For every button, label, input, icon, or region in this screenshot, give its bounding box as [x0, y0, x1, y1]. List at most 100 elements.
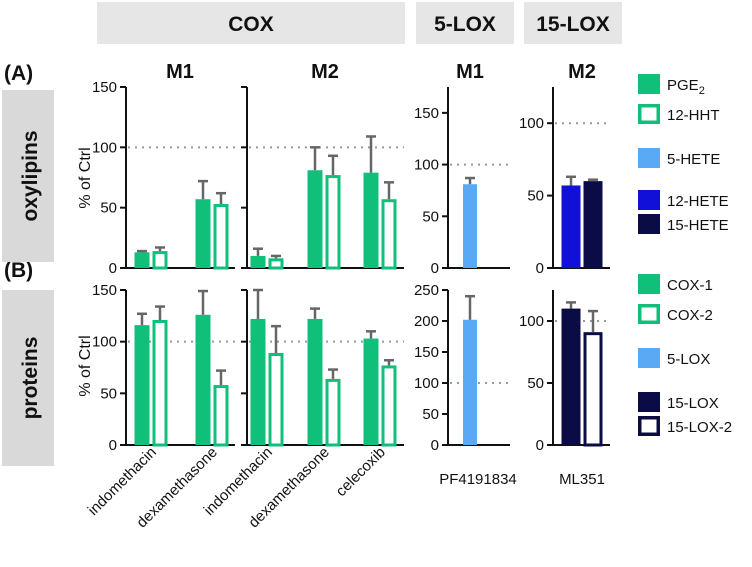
legend-swatch: [638, 214, 660, 234]
lox5-header-box: [416, 2, 514, 44]
legend-label: 15-HETE: [667, 217, 729, 234]
bar-b_cox_m1-indomethacin-COX-2: [152, 319, 168, 447]
bar-b_cox_m2-dexamethasone-COX-2: [325, 378, 341, 447]
y-tick-label: 200: [414, 313, 439, 330]
bar-a_cox_m1-dexamethasone-PGE2: [195, 199, 211, 268]
legend-item-oxylipins-3: 12-HETE: [638, 190, 729, 210]
bar-a_cox_m1-indomethacin-PGE2: [134, 252, 150, 268]
legend-item-proteins-4: 15-LOX-2: [638, 416, 732, 436]
panel-a_lox5: 0 50 100 150 M1: [414, 61, 510, 277]
panel-title: M1: [166, 61, 194, 83]
bar-a_lox15-ML351-15-HETE: [583, 181, 603, 268]
bar-a_cox_m1-dexamethasone-12-HHT: [213, 204, 229, 270]
chart-panels: 0 50 100 150 M1 M2 0 50 100 150 M1 0 50 100 M2 0 50 100 15…: [92, 61, 610, 454]
y-tick-label: 50: [422, 406, 439, 423]
y-tick-label: 50: [527, 188, 544, 205]
y-tick-label: 50: [422, 208, 439, 225]
legend-swatch: [638, 190, 660, 210]
bar-a_cox_m2-dexamethasone-PGE2: [307, 170, 323, 268]
legend-label: 12-HETE: [667, 193, 729, 210]
legend-item-proteins-3: 15-LOX: [638, 392, 719, 412]
panel-a_lox15: 0 50 100 M2: [519, 61, 610, 277]
panel-title: M2: [311, 61, 339, 83]
y-tick-label: 100: [92, 139, 117, 156]
legend-swatch: [638, 416, 660, 436]
panel-a_cox_m1: 0 50 100 150 M1: [92, 61, 235, 277]
panel-title: M1: [456, 61, 484, 83]
bar-a_cox_m2-indomethacin-12-HHT: [268, 258, 284, 270]
legend-swatch: [638, 74, 660, 94]
section-b-label: (B): [4, 259, 33, 282]
legend-swatch: [638, 348, 660, 368]
legend-label: COX-2: [667, 307, 713, 324]
lox5-header: 5-LOX: [434, 13, 496, 36]
legend-item-proteins-1: COX-2: [638, 304, 713, 324]
bar-a_lox15-ML351-12-HETE: [561, 185, 581, 268]
section-a-label: (A): [4, 62, 33, 85]
x-label-pf4191834: PF4191834: [439, 471, 517, 488]
y-axis-label-a: % of Ctrl: [77, 147, 94, 208]
bar-b_cox_m2-indomethacin-COX-2: [268, 353, 284, 447]
legend-label: 15-LOX-2: [667, 419, 732, 436]
legend-label: PGE2: [667, 77, 705, 97]
legend-label: 12-HHT: [667, 107, 720, 124]
panel-b_lox5: 0 50 100 150 200 250: [414, 282, 510, 454]
oxylipins-side-box: [2, 90, 54, 262]
legend-swatch: [638, 104, 660, 124]
bar-a_cox_m2-dexamethasone-12-HHT: [325, 175, 341, 270]
bar-a_cox_m1-indomethacin-12-HHT: [152, 251, 168, 270]
bar-b_cox_m1-dexamethasone-COX-1: [195, 314, 211, 445]
panel-title: M2: [568, 61, 596, 83]
panel-b_lox15: 0 50 100: [519, 290, 610, 454]
legend-item-oxylipins-4: 15-HETE: [638, 214, 729, 234]
panel-b_cox_m1: 0 50 100 150: [92, 282, 235, 454]
y-tick-label: 0: [536, 260, 544, 277]
legend-item-oxylipins-1: 12-HHT: [638, 104, 720, 124]
bar-b_lox15-ML351-15-LOX: [561, 308, 581, 445]
oxylipins-side-label: oxylipins: [19, 130, 42, 221]
y-tick-label: 100: [519, 115, 544, 132]
y-tick-label: 0: [431, 437, 439, 454]
bar-b_cox_m2-celecoxib-COX-2: [381, 365, 397, 447]
legend-item-oxylipins-0: PGE2: [638, 74, 705, 97]
legend-swatch: [638, 148, 660, 168]
y-tick-label: 50: [527, 375, 544, 392]
cox-header-box: [97, 2, 405, 44]
bar-a_cox_m2-indomethacin-PGE2: [250, 255, 266, 268]
y-tick-label: 50: [100, 385, 117, 402]
cox-header: COX: [228, 13, 274, 36]
y-tick-label: 100: [414, 157, 439, 174]
y-axis-label-b: % of Ctrl: [77, 335, 94, 396]
legend-item-oxylipins-2: 5-HETE: [638, 148, 720, 168]
legend-swatch: [638, 304, 660, 324]
x-label-cox-m2-celecoxib: celecoxib: [333, 444, 389, 500]
bar-b_cox_m2-dexamethasone-COX-1: [307, 318, 323, 445]
y-tick-label: 150: [414, 344, 439, 361]
panel-b_cox_m2: [241, 288, 404, 447]
legend-swatch: [638, 274, 660, 294]
y-tick-label: 0: [431, 260, 439, 277]
x-label-ml351: ML351: [559, 471, 605, 488]
y-tick-label: 0: [109, 260, 117, 277]
y-tick-label: 100: [414, 375, 439, 392]
proteins-side-box: [2, 290, 54, 466]
legend-label-subscript: 2: [699, 85, 705, 97]
y-tick-label: 250: [414, 282, 439, 299]
y-tick-label: 100: [519, 313, 544, 330]
legend-label: 5-HETE: [667, 151, 720, 168]
bar-a_lox5-PF4191834-5-HETE: [463, 184, 477, 268]
legend-label: 15-LOX: [667, 395, 719, 412]
lox15-header-box: [524, 2, 622, 44]
bar-b_cox_m2-indomethacin-COX-1: [250, 318, 266, 445]
bar-b_lox5-PF4191834-5-LOX: [463, 319, 477, 445]
proteins-side-label: proteins: [19, 337, 42, 420]
legend-item-proteins-2: 5-LOX: [638, 348, 710, 368]
bar-b_cox_m1-dexamethasone-COX-2: [213, 385, 229, 447]
panel-a_cox_m2: M2: [241, 61, 404, 270]
bar-b_lox15-ML351-15-LOX-2: [583, 332, 603, 447]
y-tick-label: 0: [109, 437, 117, 454]
y-tick-label: 150: [92, 79, 117, 96]
y-tick-label: 0: [536, 437, 544, 454]
legends: PGE2 12-HHT 5-HETE 12-HETE 15-HETE COX-1 COX-2…: [638, 74, 732, 436]
